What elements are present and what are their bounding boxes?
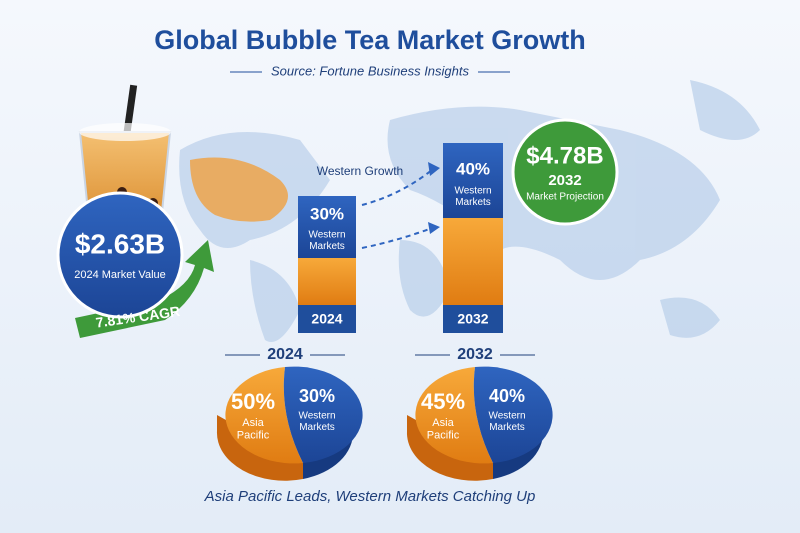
value-badge [56, 191, 184, 319]
bar-2032 [443, 143, 503, 333]
america-highlight [190, 157, 288, 222]
subtitle: Source: Fortune Business Insights [271, 63, 469, 78]
asia-share: 45% [421, 389, 465, 414]
footer: Asia Pacific Leads, Western Markets Catc… [204, 488, 536, 505]
pie-year: 2024 [267, 346, 303, 363]
pie-slice-asia [225, 367, 303, 464]
projection-year: 2032 [548, 172, 581, 189]
pie-slice-asia [415, 367, 493, 464]
bar-region: Western Markets [308, 229, 345, 252]
growth-arrows [361, 169, 433, 249]
projection-badge [511, 118, 619, 226]
pie-slice-west [473, 366, 553, 463]
asia-share: 50% [231, 389, 275, 414]
bar-year: 2024 [311, 311, 342, 327]
growth-label: Western Growth [317, 164, 403, 178]
arrowheads [428, 162, 440, 234]
bar-year: 2032 [457, 311, 488, 327]
west-label: Western Markets [488, 410, 525, 433]
bar-region: Western Markets [454, 185, 491, 208]
asia-label: Asia Pacific [427, 417, 460, 442]
pie-slice-west [283, 366, 363, 463]
current-value: $2.63B [75, 228, 165, 259]
pie-year: 2032 [457, 346, 493, 363]
bar-share: 40% [456, 159, 490, 178]
bar-share: 30% [310, 204, 344, 223]
west-share: 40% [489, 386, 525, 406]
west-label: Western Markets [298, 410, 335, 433]
projection-value: $4.78B [526, 142, 603, 169]
projection-label: Market Projection [526, 192, 604, 203]
current-label: 2024 Market Value [74, 269, 166, 281]
bar-2024 [298, 196, 356, 333]
title: Global Bubble Tea Market Growth [154, 25, 586, 55]
west-share: 30% [299, 386, 335, 406]
asia-label: Asia Pacific [237, 417, 270, 442]
